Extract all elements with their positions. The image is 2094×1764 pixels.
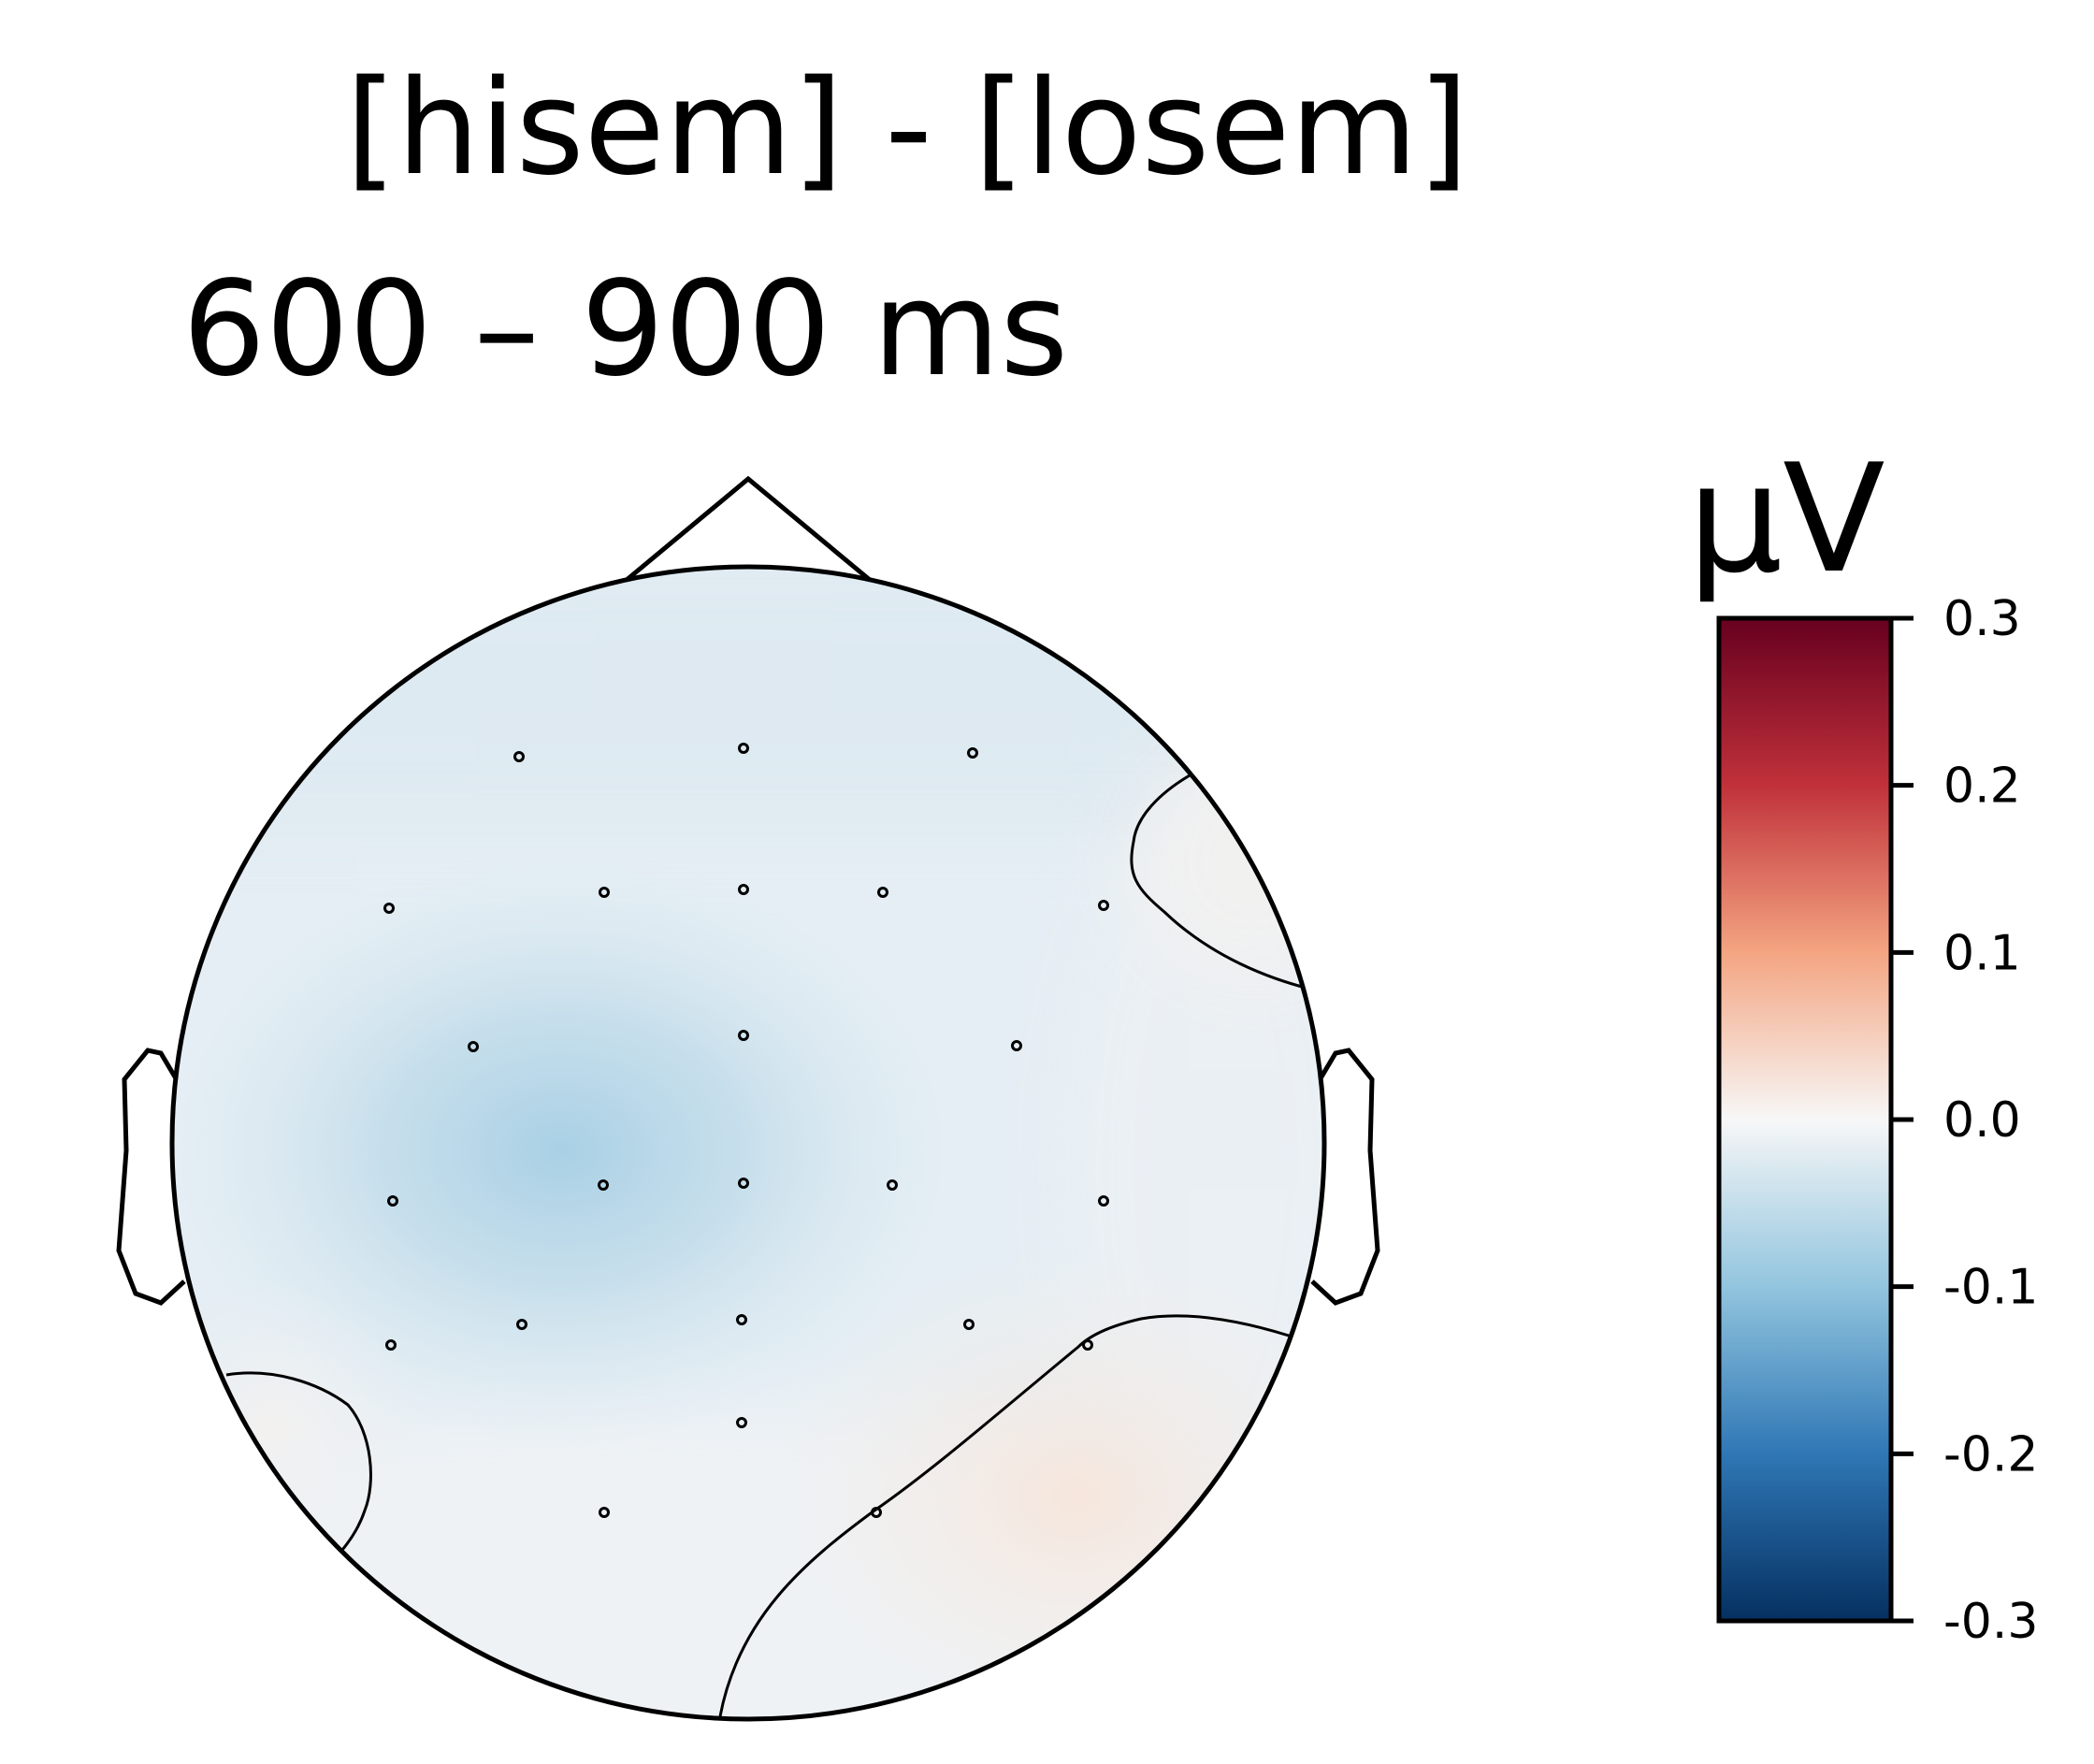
chart-subtitle: 600 – 900 ms — [182, 253, 1068, 406]
positive-region-left-occipital — [122, 1281, 421, 1581]
colorbar-tick-label: -0.2 — [1943, 1426, 2038, 1482]
colorbar-tick-label: -0.3 — [1943, 1594, 2038, 1650]
colorbar-label: µV — [1687, 431, 1885, 606]
chart-title: [hisem] - [losem] — [345, 52, 1468, 205]
colorbar-tick-label: 0.2 — [1943, 759, 2021, 815]
colorbar-tick-label: -0.1 — [1943, 1260, 2038, 1316]
colorbar-tick-label: 0.1 — [1943, 925, 2021, 981]
positive-region-right-occipital — [767, 1253, 1384, 1740]
colorbar-gradient — [1719, 618, 1891, 1621]
scalp-map — [94, 479, 1384, 1764]
colorbar-tick-label: 0.3 — [1943, 591, 2021, 647]
colorbar-tick-label: 0.0 — [1943, 1092, 2021, 1149]
colorbar: µV 0.3 0.2 0.1 0.0 -0.1 -0.2 -0.3 — [1687, 431, 2038, 1650]
colorbar-ticks: 0.3 0.2 0.1 0.0 -0.1 -0.2 -0.3 — [1891, 591, 2038, 1650]
positive-region-right-frontal — [1132, 739, 1375, 982]
